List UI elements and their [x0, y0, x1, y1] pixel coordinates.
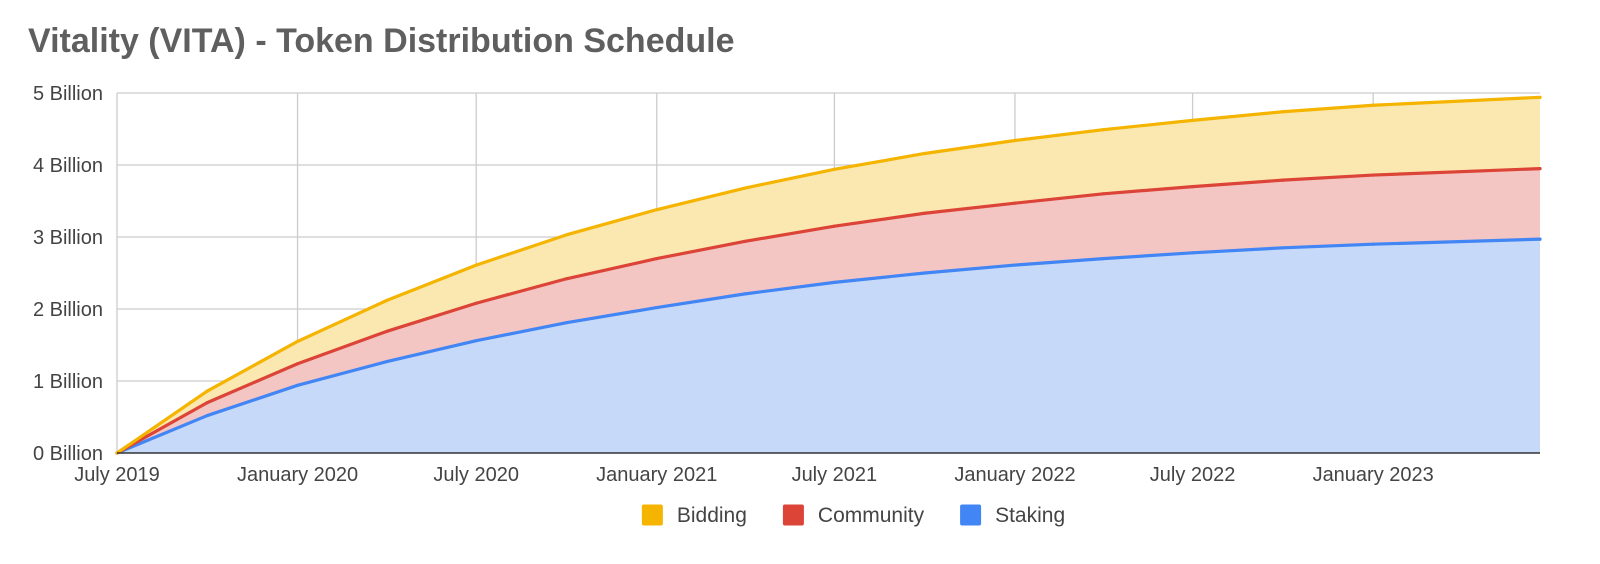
data-point-bidding[interactable] [832, 167, 836, 171]
x-tick-label: July 2022 [1150, 464, 1236, 486]
y-tick-label: 4 Billion [33, 155, 103, 177]
line-staking[interactable] [115, 237, 1542, 455]
x-tick-label: January 2020 [237, 464, 358, 486]
data-point-community[interactable] [1013, 201, 1017, 205]
x-tick-label: January 2023 [1313, 464, 1434, 486]
area-staking [117, 239, 1540, 453]
data-point-bidding[interactable] [743, 186, 747, 190]
data-point-community[interactable] [1538, 167, 1542, 171]
data-point-bidding[interactable] [1371, 103, 1375, 107]
axes: 0 Billion 1 Billion 2 Billion 3 Billion 4 Bi… [33, 83, 1540, 486]
data-point-staking[interactable] [923, 271, 927, 275]
y-tick-label: 0 Billion [33, 443, 103, 465]
data-point-bidding[interactable] [923, 151, 927, 156]
data-point-bidding[interactable] [1281, 110, 1285, 114]
y-tick-label: 1 Billion [33, 371, 103, 393]
x-tick-label: January 2021 [596, 464, 717, 486]
area-fills [117, 97, 1540, 453]
data-point-bidding[interactable] [1101, 128, 1105, 132]
y-tick-label: 2 Billion [33, 299, 103, 321]
y-tick-label: 5 Billion [33, 83, 103, 105]
data-point-community[interactable] [564, 277, 569, 281]
data-point-staking[interactable] [655, 305, 659, 310]
data-point-bidding[interactable] [564, 233, 569, 237]
x-tick-label: July 2021 [792, 464, 878, 486]
data-point-community[interactable] [474, 301, 478, 305]
x-tick-label: July 2019 [74, 464, 160, 486]
legend-item-staking[interactable]: Staking [960, 504, 1065, 527]
data-point-staking[interactable] [743, 292, 747, 296]
series-lines [115, 95, 1542, 455]
legend-label: Bidding [677, 504, 747, 527]
data-point-bidding[interactable] [474, 263, 478, 267]
data-point-staking[interactable] [1190, 251, 1195, 255]
data-point-staking[interactable] [564, 321, 569, 325]
data-point-community[interactable] [832, 224, 836, 228]
data-point-bidding[interactable] [385, 298, 389, 302]
data-point-staking[interactable] [832, 280, 836, 284]
legend-swatch [641, 504, 663, 526]
legend-swatch [960, 504, 982, 526]
data-point-community[interactable] [1371, 173, 1375, 177]
data-point-staking[interactable] [1101, 257, 1105, 261]
data-point-staking[interactable] [205, 413, 209, 418]
data-point-community[interactable] [1190, 185, 1195, 189]
data-point-bidding[interactable] [655, 208, 659, 212]
data-point-staking[interactable] [1013, 263, 1017, 267]
y-tick-label: 3 Billion [33, 227, 103, 249]
line-bidding[interactable] [115, 95, 1542, 455]
data-point-community[interactable] [923, 211, 927, 215]
data-point-community[interactable] [655, 257, 659, 261]
legend-item-community[interactable]: Community [782, 504, 925, 527]
data-point-bidding[interactable] [295, 339, 300, 343]
line-community[interactable] [115, 167, 1542, 455]
legend-swatch [782, 504, 804, 526]
data-point-staking[interactable] [1538, 237, 1542, 241]
data-point-community[interactable] [205, 401, 209, 405]
data-point-community[interactable] [1101, 192, 1105, 196]
legend[interactable]: Bidding Community Staking [641, 504, 1065, 527]
data-point-community[interactable] [1281, 178, 1285, 182]
data-point-bidding[interactable] [1190, 118, 1195, 122]
x-tick-label: January 2022 [954, 464, 1075, 486]
chart-title: Vitality (VITA) - Token Distribution Sch… [28, 22, 735, 60]
legend-label: Community [818, 504, 925, 527]
legend-label: Staking [995, 504, 1065, 527]
data-point-community[interactable] [295, 362, 300, 366]
data-point-staking[interactable] [1371, 242, 1375, 246]
x-tick-label: July 2020 [433, 464, 519, 486]
data-point-community[interactable] [743, 239, 747, 243]
data-point-staking[interactable] [474, 339, 478, 343]
data-point-staking[interactable] [1281, 246, 1285, 250]
legend-item-bidding[interactable]: Bidding [641, 504, 747, 527]
data-point-bidding[interactable] [205, 389, 209, 393]
data-point-bidding[interactable] [1013, 138, 1017, 143]
data-point-bidding[interactable] [1538, 95, 1542, 99]
data-point-staking[interactable] [295, 383, 300, 387]
data-point-community[interactable] [385, 329, 389, 333]
data-point-staking[interactable] [385, 359, 389, 364]
